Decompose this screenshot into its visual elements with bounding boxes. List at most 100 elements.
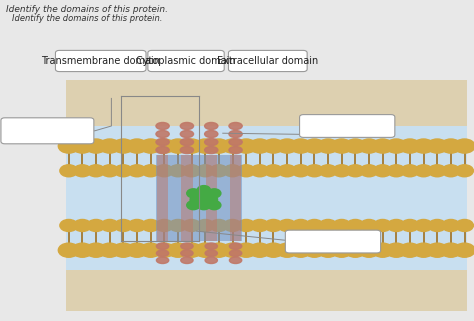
Circle shape	[222, 243, 243, 257]
Circle shape	[128, 165, 146, 177]
Circle shape	[346, 220, 364, 231]
Circle shape	[197, 186, 210, 195]
Circle shape	[427, 243, 447, 257]
Circle shape	[292, 165, 310, 177]
Ellipse shape	[229, 250, 242, 256]
Ellipse shape	[229, 243, 242, 249]
Circle shape	[263, 139, 284, 153]
Bar	[230, 155, 241, 241]
Ellipse shape	[156, 130, 169, 137]
Text: Cytoplasmic domain: Cytoplasmic domain	[136, 56, 236, 66]
Text: Identify the domains of this protein.: Identify the domains of this protein.	[6, 5, 168, 14]
Ellipse shape	[229, 146, 242, 153]
Ellipse shape	[229, 130, 242, 137]
Circle shape	[249, 139, 270, 153]
Circle shape	[196, 220, 214, 231]
FancyBboxPatch shape	[228, 50, 307, 72]
Circle shape	[331, 139, 352, 153]
Ellipse shape	[180, 146, 193, 153]
Circle shape	[195, 139, 216, 153]
Circle shape	[360, 220, 378, 231]
Circle shape	[251, 165, 269, 177]
Text: Transmembrane domain: Transmembrane domain	[41, 56, 160, 66]
Circle shape	[187, 201, 200, 210]
Circle shape	[201, 192, 214, 201]
Ellipse shape	[180, 122, 193, 129]
Circle shape	[358, 139, 379, 153]
Circle shape	[428, 220, 446, 231]
Circle shape	[182, 165, 201, 177]
Circle shape	[346, 165, 364, 177]
Ellipse shape	[205, 122, 218, 129]
Circle shape	[319, 220, 337, 231]
Circle shape	[278, 165, 296, 177]
Circle shape	[114, 220, 132, 231]
Circle shape	[304, 243, 325, 257]
Circle shape	[182, 220, 201, 231]
Circle shape	[154, 139, 175, 153]
Circle shape	[304, 139, 325, 153]
Circle shape	[413, 139, 434, 153]
Circle shape	[60, 220, 78, 231]
Ellipse shape	[205, 130, 218, 137]
Circle shape	[358, 243, 379, 257]
Circle shape	[277, 243, 298, 257]
Circle shape	[140, 139, 161, 153]
Bar	[181, 155, 192, 241]
Circle shape	[333, 220, 351, 231]
Circle shape	[58, 243, 79, 257]
Circle shape	[208, 201, 221, 210]
Circle shape	[196, 165, 214, 177]
Circle shape	[167, 243, 188, 257]
Ellipse shape	[156, 138, 169, 145]
Circle shape	[87, 165, 105, 177]
Text: Extracellular domain: Extracellular domain	[217, 56, 319, 66]
Circle shape	[142, 220, 159, 231]
Circle shape	[128, 220, 146, 231]
Circle shape	[224, 220, 241, 231]
Circle shape	[306, 165, 323, 177]
Circle shape	[318, 139, 338, 153]
Circle shape	[99, 139, 120, 153]
Circle shape	[99, 243, 120, 257]
Circle shape	[73, 165, 91, 177]
Circle shape	[197, 201, 210, 210]
Ellipse shape	[180, 130, 193, 137]
Circle shape	[415, 165, 432, 177]
Circle shape	[306, 220, 323, 231]
Circle shape	[87, 220, 105, 231]
Circle shape	[333, 165, 351, 177]
Circle shape	[193, 192, 207, 201]
Circle shape	[454, 243, 474, 257]
Ellipse shape	[156, 243, 169, 249]
Circle shape	[263, 243, 284, 257]
Circle shape	[456, 220, 474, 231]
Circle shape	[264, 165, 283, 177]
FancyBboxPatch shape	[148, 50, 224, 72]
Circle shape	[154, 243, 175, 257]
Circle shape	[181, 243, 202, 257]
Ellipse shape	[229, 138, 242, 145]
Circle shape	[277, 139, 298, 153]
Ellipse shape	[181, 257, 193, 264]
Circle shape	[440, 243, 461, 257]
Circle shape	[208, 189, 221, 198]
Circle shape	[86, 139, 107, 153]
Circle shape	[401, 165, 419, 177]
Circle shape	[113, 139, 134, 153]
Circle shape	[387, 165, 405, 177]
Circle shape	[374, 165, 392, 177]
Circle shape	[167, 139, 188, 153]
Circle shape	[374, 220, 392, 231]
Circle shape	[428, 165, 446, 177]
Circle shape	[264, 220, 283, 231]
Circle shape	[140, 243, 161, 257]
Circle shape	[360, 165, 378, 177]
Ellipse shape	[205, 138, 218, 145]
Text: Identify the domains of this protein.: Identify the domains of this protein.	[12, 14, 162, 23]
FancyBboxPatch shape	[300, 115, 395, 137]
Circle shape	[278, 220, 296, 231]
Ellipse shape	[229, 122, 242, 129]
Ellipse shape	[156, 122, 169, 129]
Circle shape	[427, 139, 447, 153]
